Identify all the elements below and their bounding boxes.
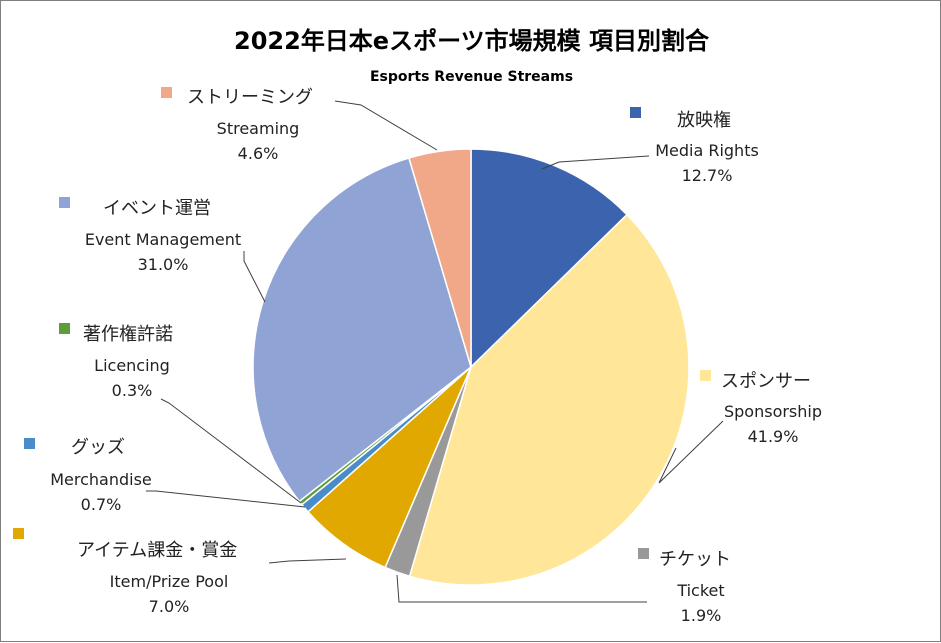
leader-line bbox=[396, 574, 647, 603]
slice-label-value: 0.7% bbox=[81, 495, 122, 514]
slice-label-en: Sponsorship bbox=[724, 402, 822, 421]
pie-slices bbox=[252, 148, 690, 586]
pie-slice-streaming bbox=[407, 148, 472, 368]
legend-swatch bbox=[13, 528, 24, 539]
slice-label-value: 1.9% bbox=[681, 606, 722, 625]
slice-label-value: 7.0% bbox=[149, 597, 190, 616]
slice-label-jp: 放映権 bbox=[677, 110, 731, 131]
slice-label-jp: ストリーミング bbox=[187, 87, 313, 108]
slice-label-jp: チケット bbox=[659, 549, 731, 570]
legend-swatch bbox=[59, 323, 70, 334]
slice-label-value: 4.6% bbox=[238, 144, 279, 163]
slice-label-en: Event Management bbox=[85, 230, 241, 249]
slice-label-en: Licencing bbox=[94, 356, 170, 375]
slice-label-value: 31.0% bbox=[138, 255, 189, 274]
slice-label-en: Merchandise bbox=[50, 470, 152, 489]
legend-swatch bbox=[59, 197, 70, 208]
slice-label-en: Item/Prize Pool bbox=[110, 572, 229, 591]
slice-label-value: 41.9% bbox=[748, 427, 799, 446]
slice-label-en: Media Rights bbox=[655, 141, 759, 160]
slice-label-en: Ticket bbox=[676, 581, 724, 600]
pie-slice-media-rights bbox=[470, 148, 629, 369]
leader-line bbox=[160, 398, 302, 504]
slice-label-value: 12.7% bbox=[682, 166, 733, 185]
slice-label-jp: 著作権許諾 bbox=[83, 324, 173, 345]
pie-slice-event-management bbox=[252, 157, 472, 503]
legend-swatch bbox=[638, 548, 649, 559]
slice-label-jp: イベント運営 bbox=[103, 198, 211, 219]
legend-swatch bbox=[700, 370, 711, 381]
slice-labels: 放映権 Media Rights 12.7% スポンサー Sponsorship 41.9… bbox=[13, 87, 822, 625]
slice-label-en: Streaming bbox=[217, 119, 300, 138]
chart-title: 2022年日本eスポーツ市場規模 項目別割合 bbox=[234, 27, 709, 55]
leader-line bbox=[541, 155, 650, 170]
leader-line bbox=[243, 251, 266, 303]
legend-swatch bbox=[24, 438, 35, 449]
legend-swatch bbox=[161, 87, 172, 98]
leader-line bbox=[146, 490, 306, 508]
leader-line bbox=[658, 420, 724, 484]
pie-slice-sponsorship bbox=[408, 213, 690, 586]
leader-line bbox=[334, 100, 438, 151]
slice-label-jp: グッズ bbox=[71, 437, 125, 458]
slice-label-value: 0.3% bbox=[112, 381, 153, 400]
slice-label-jp: アイテム課金・賞金 bbox=[77, 540, 237, 561]
leader-lines bbox=[146, 100, 724, 603]
legend-swatch bbox=[630, 107, 641, 118]
leader-line bbox=[268, 558, 347, 564]
chart-subtitle: Esports Revenue Streams bbox=[369, 69, 574, 85]
slice-label-jp: スポンサー bbox=[721, 371, 811, 392]
